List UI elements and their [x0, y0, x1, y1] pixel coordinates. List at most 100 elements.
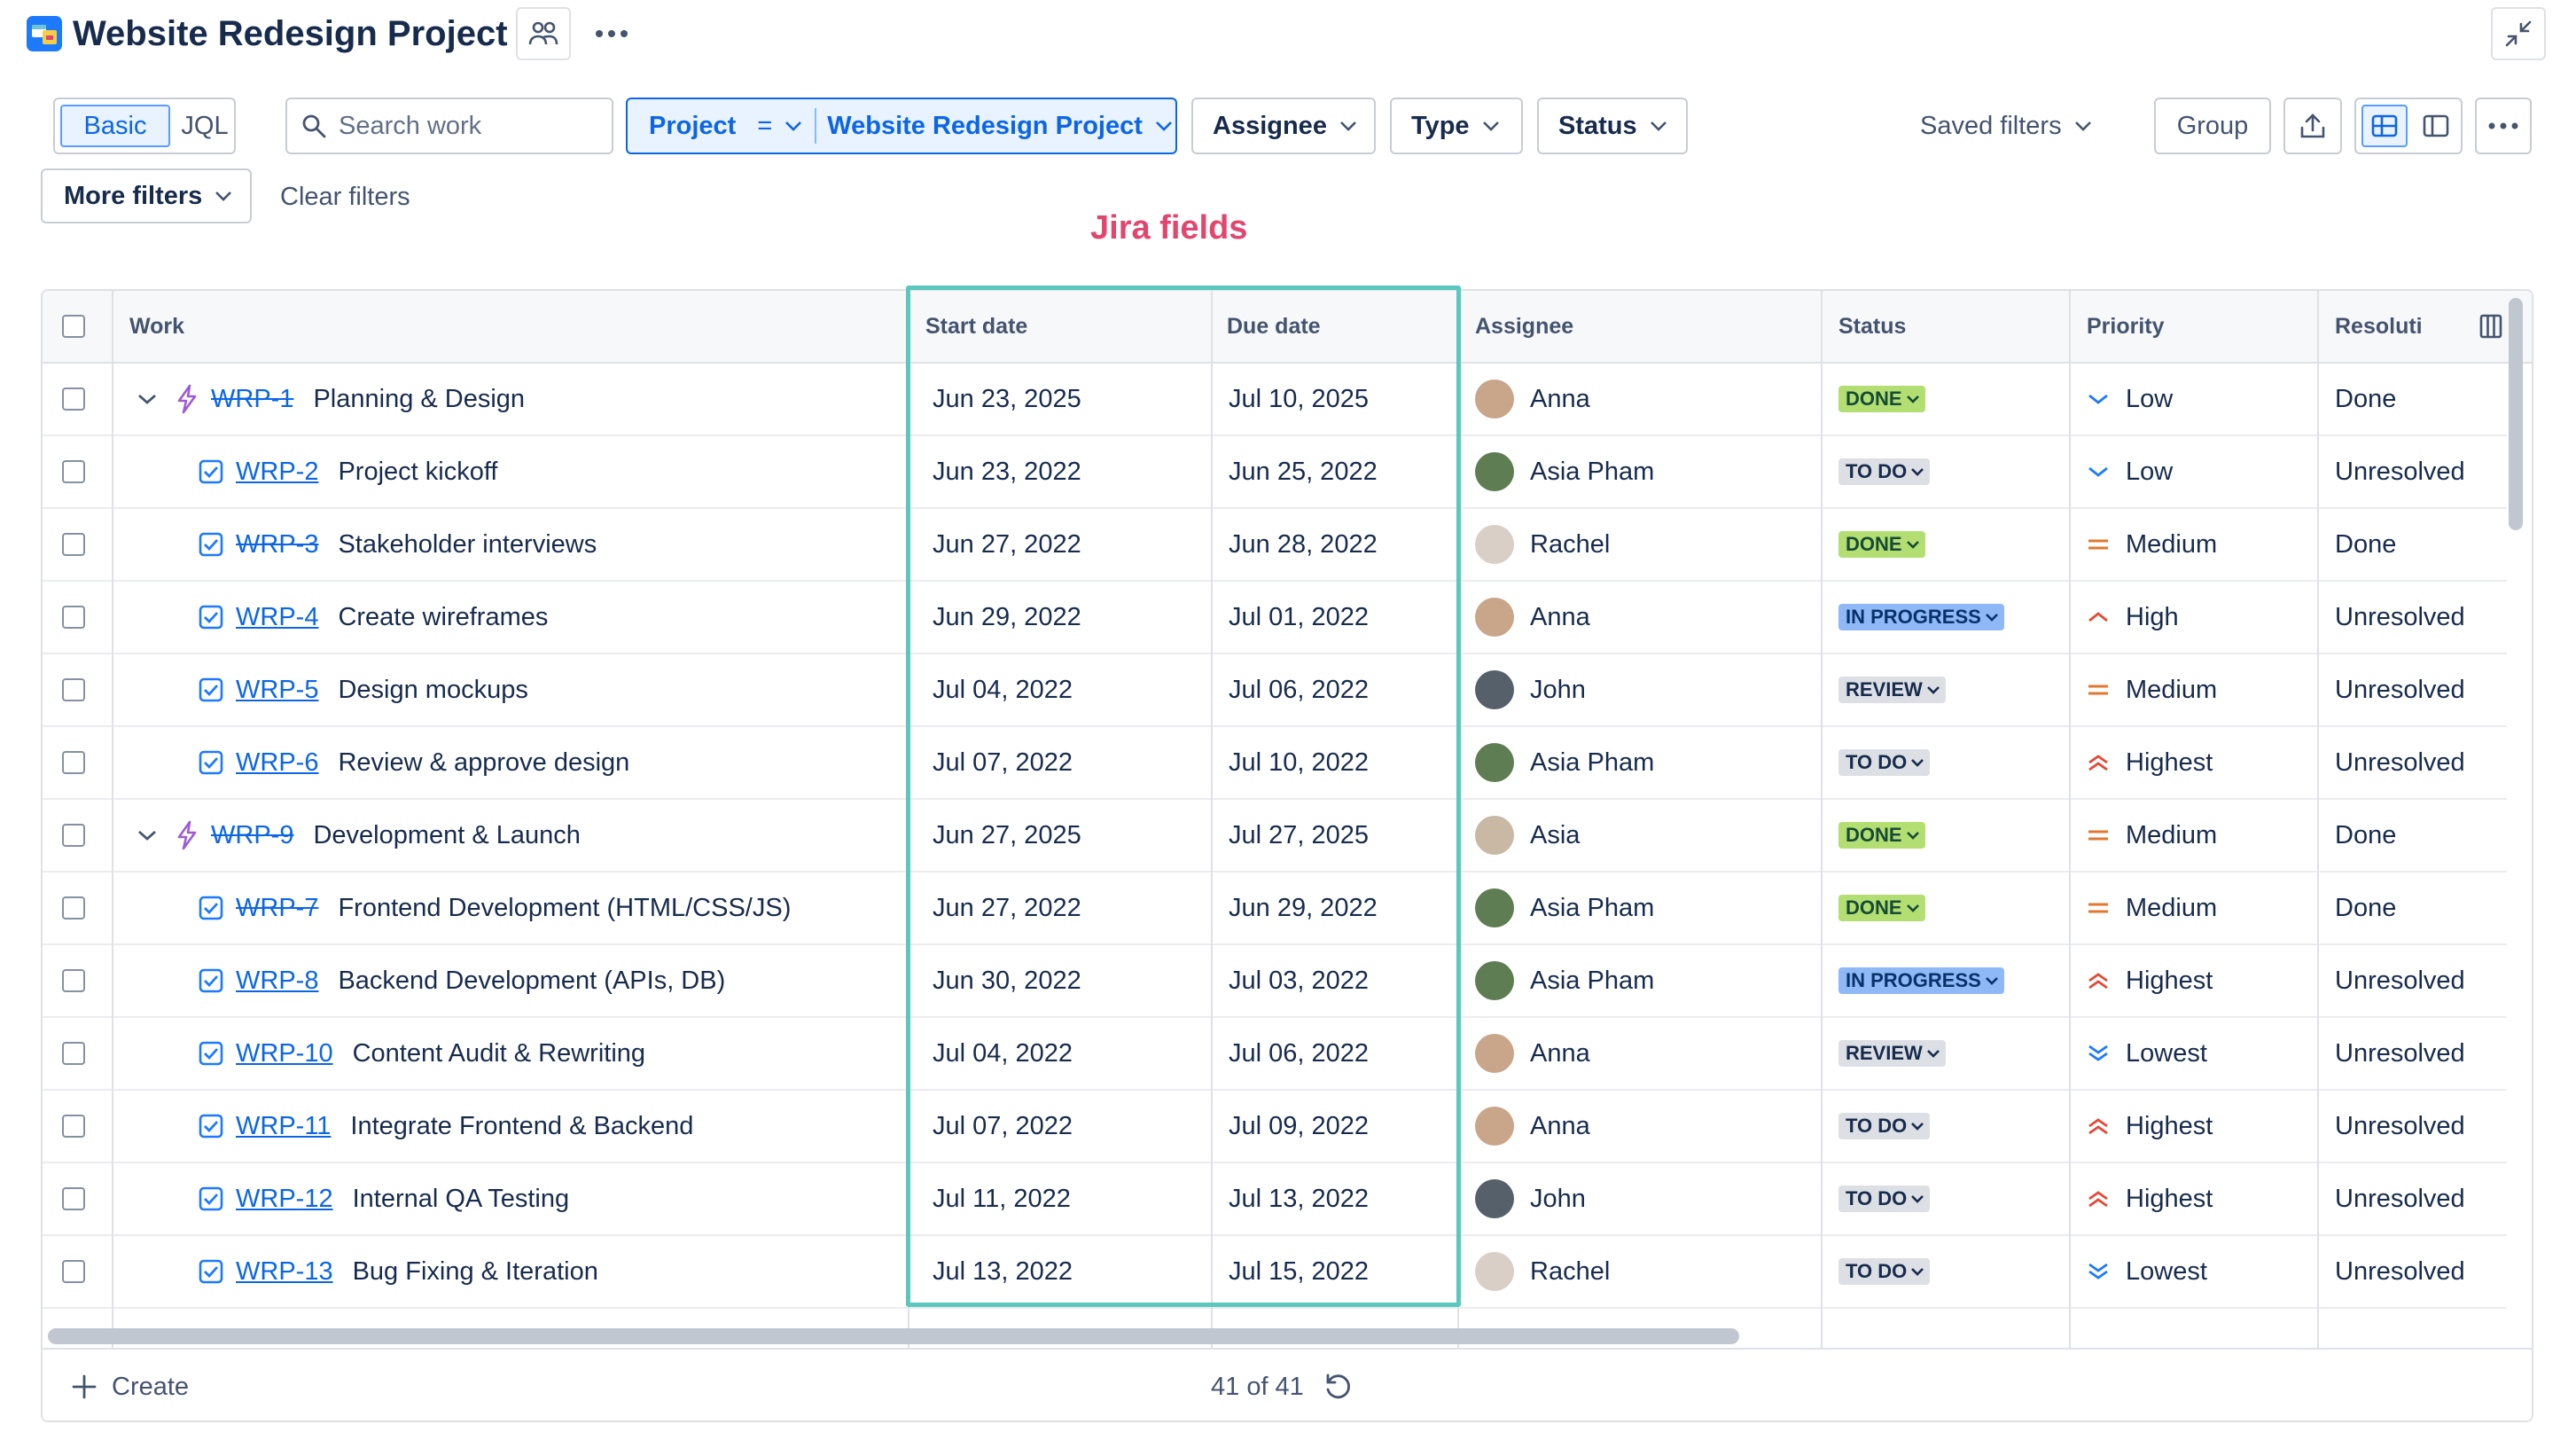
row-checkbox[interactable] [62, 1042, 85, 1065]
priority-cell[interactable]: Highest [2087, 727, 2317, 798]
status-badge[interactable]: DONE [1838, 822, 1925, 849]
issue-summary[interactable]: Stakeholder interviews [338, 529, 597, 559]
priority-cell[interactable]: Medium [2087, 873, 2317, 943]
issue-summary[interactable]: Project kickoff [338, 457, 498, 486]
table-more-button[interactable] [2475, 98, 2532, 154]
minimize-button[interactable] [2491, 7, 2546, 60]
resolution-cell[interactable]: Unresolved [2335, 1256, 2465, 1286]
row-checkbox[interactable] [62, 1187, 85, 1210]
create-button[interactable]: Create [71, 1350, 189, 1420]
status-badge[interactable]: REVIEW [1838, 1040, 1946, 1067]
issue-summary[interactable]: Frontend Development (HTML/CSS/JS) [338, 893, 792, 922]
start-date-cell[interactable]: Jun 27, 2025 [933, 820, 1081, 849]
resolution-cell[interactable]: Unresolved [2335, 1111, 2465, 1140]
jql-mode-button[interactable]: JQL [181, 111, 229, 140]
due-date-cell[interactable]: Jun 25, 2022 [1229, 457, 1378, 486]
status-cell[interactable]: REVIEW [1838, 1018, 2069, 1089]
start-date-cell[interactable]: Jun 29, 2022 [933, 602, 1081, 631]
due-date-cell[interactable]: Jul 09, 2022 [1229, 1111, 1370, 1140]
more-actions-button[interactable] [585, 12, 638, 55]
start-date-cell[interactable]: Jul 07, 2022 [933, 1111, 1073, 1140]
assignee-cell[interactable]: John [1475, 654, 1812, 725]
priority-cell[interactable]: Highest [2087, 1163, 2317, 1234]
priority-cell[interactable]: Lowest [2087, 1236, 2317, 1307]
status-cell[interactable]: TO DO [1838, 436, 2069, 507]
status-cell[interactable]: TO DO [1838, 1236, 2069, 1307]
status-cell[interactable]: IN PROGRESS [1838, 945, 2069, 1016]
status-cell[interactable]: DONE [1838, 364, 2069, 434]
assignee-cell[interactable]: Anna [1475, 1018, 1812, 1089]
assignee-cell[interactable]: Anna [1475, 1091, 1812, 1162]
status-badge[interactable]: TO DO [1838, 749, 1931, 776]
resolution-cell[interactable]: Unresolved [2335, 747, 2465, 777]
issue-key-link[interactable]: WRP-8 [236, 966, 319, 995]
resolution-cell[interactable]: Unresolved [2335, 1038, 2465, 1068]
priority-cell[interactable]: Lowest [2087, 1018, 2317, 1089]
assignee-cell[interactable]: Rachel [1475, 509, 1812, 580]
start-date-cell[interactable]: Jun 27, 2022 [933, 529, 1081, 559]
status-cell[interactable]: DONE [1838, 873, 2069, 943]
priority-cell[interactable]: Highest [2087, 1091, 2317, 1162]
issue-key-link[interactable]: WRP-7 [236, 893, 319, 922]
saved-filters-button[interactable]: Saved filters [1920, 98, 2092, 154]
column-header-priority[interactable]: Priority [2087, 313, 2165, 339]
resolution-cell[interactable]: Unresolved [2335, 602, 2465, 631]
status-badge[interactable]: TO DO [1838, 458, 1931, 485]
row-checkbox[interactable] [62, 387, 85, 411]
status-badge[interactable]: DONE [1838, 386, 1925, 412]
table-row[interactable]: WRP-4 Create wireframes Jun 29, 2022 Jul 01… [43, 582, 2507, 654]
status-cell[interactable]: DONE [1838, 509, 2069, 580]
status-badge[interactable]: TO DO [1838, 1186, 1931, 1212]
issue-key-link[interactable]: WRP-13 [236, 1256, 333, 1286]
issue-key-link[interactable]: WRP-1 [211, 384, 294, 413]
issue-key-link[interactable]: WRP-11 [236, 1111, 332, 1140]
table-row[interactable]: WRP-10 Content Audit & Rewriting Jul 04, 2… [43, 1018, 2507, 1091]
issue-key-link[interactable]: WRP-9 [211, 820, 294, 849]
row-checkbox[interactable] [62, 606, 85, 629]
assignee-cell[interactable]: Asia Pham [1475, 436, 1812, 507]
start-date-cell[interactable]: Jul 04, 2022 [933, 1038, 1073, 1068]
project-filter-button[interactable]: Project = Website Redesign Project [626, 98, 1177, 154]
issue-key-link[interactable]: WRP-12 [236, 1184, 333, 1213]
row-checkbox[interactable] [62, 460, 85, 483]
start-date-cell[interactable]: Jul 13, 2022 [933, 1256, 1073, 1286]
start-date-cell[interactable]: Jun 30, 2022 [933, 966, 1081, 995]
refresh-button[interactable] [1323, 1373, 1352, 1401]
table-row[interactable]: WRP-8 Backend Development (APIs, DB) Jun 3… [43, 945, 2507, 1018]
table-row[interactable]: WRP-7 Frontend Development (HTML/CSS/JS) J… [43, 873, 2507, 945]
start-date-cell[interactable]: Jun 23, 2022 [933, 457, 1081, 486]
clear-filters-button[interactable]: Clear filters [280, 182, 410, 211]
priority-cell[interactable]: Low [2087, 364, 2317, 434]
status-badge[interactable]: TO DO [1838, 1258, 1931, 1285]
due-date-cell[interactable]: Jul 10, 2025 [1229, 384, 1370, 413]
due-date-cell[interactable]: Jul 03, 2022 [1229, 966, 1370, 995]
status-badge[interactable]: DONE [1838, 895, 1925, 921]
due-date-cell[interactable]: Jul 15, 2022 [1229, 1256, 1370, 1286]
issue-key-link[interactable]: WRP-5 [236, 675, 319, 704]
issue-summary[interactable]: Backend Development (APIs, DB) [338, 966, 726, 995]
resolution-cell[interactable]: Unresolved [2335, 966, 2465, 995]
resolution-cell[interactable]: Unresolved [2335, 457, 2465, 486]
issue-summary[interactable]: Development & Launch [313, 820, 581, 849]
priority-cell[interactable]: High [2087, 582, 2317, 653]
table-row[interactable]: WRP-9 Development & Launch Jun 27, 2025 Jul… [43, 800, 2507, 873]
issue-summary[interactable]: Design mockups [338, 675, 528, 704]
status-cell[interactable]: IN PROGRESS [1838, 582, 2069, 653]
assignee-cell[interactable]: Asia Pham [1475, 727, 1812, 798]
due-date-cell[interactable]: Jul 01, 2022 [1229, 602, 1370, 631]
start-date-cell[interactable]: Jun 23, 2025 [933, 384, 1081, 413]
row-checkbox[interactable] [62, 533, 85, 556]
table-row[interactable]: WRP-6 Review & approve design Jul 07, 2022… [43, 727, 2507, 800]
assignee-cell[interactable]: Rachel [1475, 1236, 1812, 1307]
issue-key-link[interactable]: WRP-2 [236, 457, 319, 486]
assignee-cell[interactable]: Anna [1475, 582, 1812, 653]
start-date-cell[interactable]: Jul 11, 2022 [933, 1184, 1071, 1213]
assignee-cell[interactable]: John [1475, 1163, 1812, 1234]
table-row[interactable]: WRP-3 Stakeholder interviews Jun 27, 2022 J… [43, 509, 2507, 582]
horizontal-scrollbar[interactable] [48, 1328, 1739, 1344]
due-date-cell[interactable]: Jul 27, 2025 [1229, 820, 1370, 849]
priority-cell[interactable]: Highest [2087, 945, 2317, 1016]
column-header-work[interactable]: Work [129, 313, 185, 339]
priority-cell[interactable]: Medium [2087, 654, 2317, 725]
start-date-cell[interactable]: Jul 07, 2022 [933, 747, 1073, 777]
